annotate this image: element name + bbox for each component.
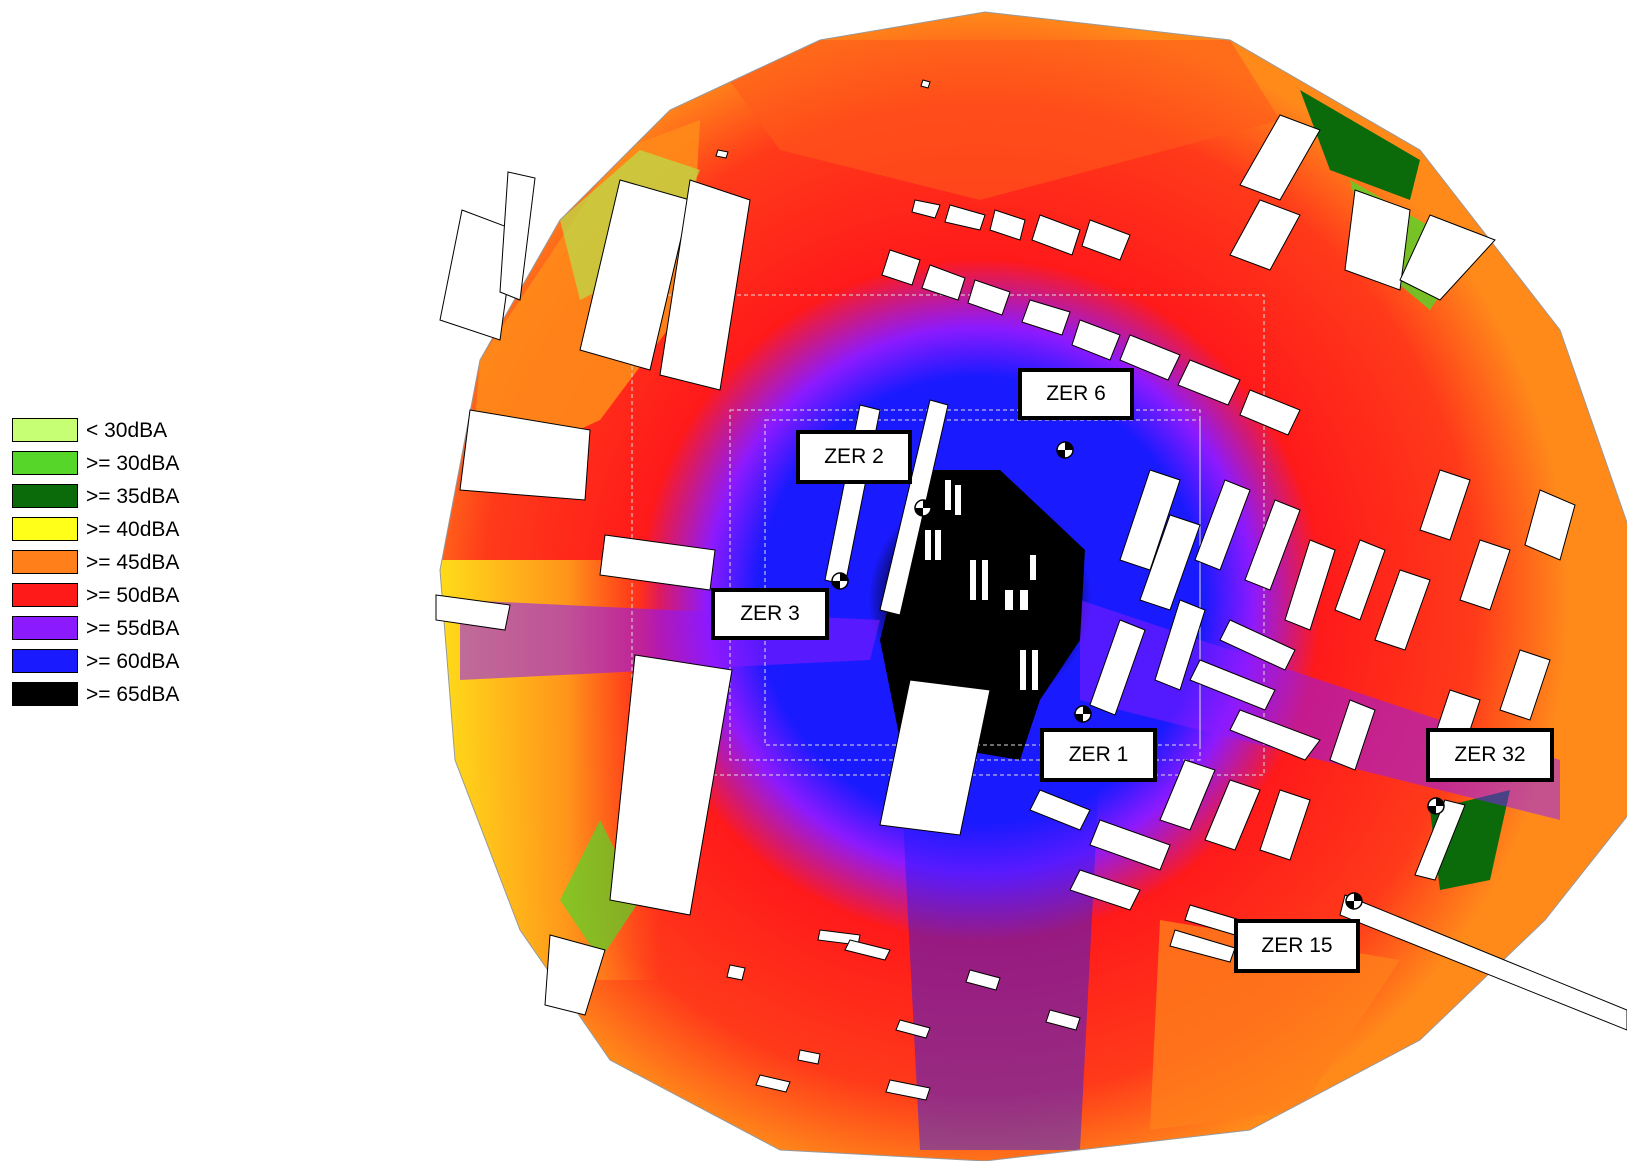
receptor-markers [831, 441, 1445, 910]
legend-swatch [12, 583, 78, 607]
legend-label: >= 45dBA [86, 551, 180, 574]
legend-label: >= 55dBA [86, 617, 180, 640]
legend-item: >= 45dBA [12, 550, 232, 576]
legend-swatch [12, 682, 78, 706]
core-structures [925, 480, 1038, 690]
receptor-marker [1056, 441, 1074, 459]
legend-item: >= 60dBA [12, 649, 232, 675]
legend-swatch [12, 550, 78, 574]
legend-item: >= 40dBA [12, 517, 232, 543]
legend-swatch [12, 418, 78, 442]
receptor-label-zer2: ZER 2 [796, 430, 912, 484]
legend-item: >= 50dBA [12, 583, 232, 609]
receptor-marker [914, 499, 932, 517]
legend-label: < 30dBA [86, 419, 168, 442]
receptor-label-zer32: ZER 32 [1426, 728, 1554, 782]
receptor-label-zer15: ZER 15 [1234, 919, 1360, 973]
legend-label: >= 50dBA [86, 584, 180, 607]
receptor-marker [1427, 797, 1445, 815]
legend-label: >= 30dBA [86, 452, 180, 475]
receptor-label-zer3: ZER 3 [711, 588, 829, 640]
legend-swatch [12, 517, 78, 541]
legend-item: >= 65dBA [12, 682, 232, 708]
legend-swatch [12, 484, 78, 508]
legend-item: >= 35dBA [12, 484, 232, 510]
legend-label: >= 65dBA [86, 683, 180, 706]
legend-label: >= 40dBA [86, 518, 180, 541]
legend-item: < 30dBA [12, 418, 232, 444]
receptor-label-zer6: ZER 6 [1018, 368, 1134, 420]
legend-swatch [12, 451, 78, 475]
receptor-marker [831, 572, 849, 590]
legend-item: >= 55dBA [12, 616, 232, 642]
legend-label: >= 60dBA [86, 650, 180, 673]
legend-label: >= 35dBA [86, 485, 180, 508]
receptor-marker [1074, 705, 1092, 723]
buildings [435, 79, 1627, 1101]
legend-item: >= 30dBA [12, 451, 232, 477]
receptor-label-zer1: ZER 1 [1040, 728, 1157, 782]
legend-swatch [12, 649, 78, 673]
legend-swatch [12, 616, 78, 640]
receptor-marker [1345, 892, 1363, 910]
